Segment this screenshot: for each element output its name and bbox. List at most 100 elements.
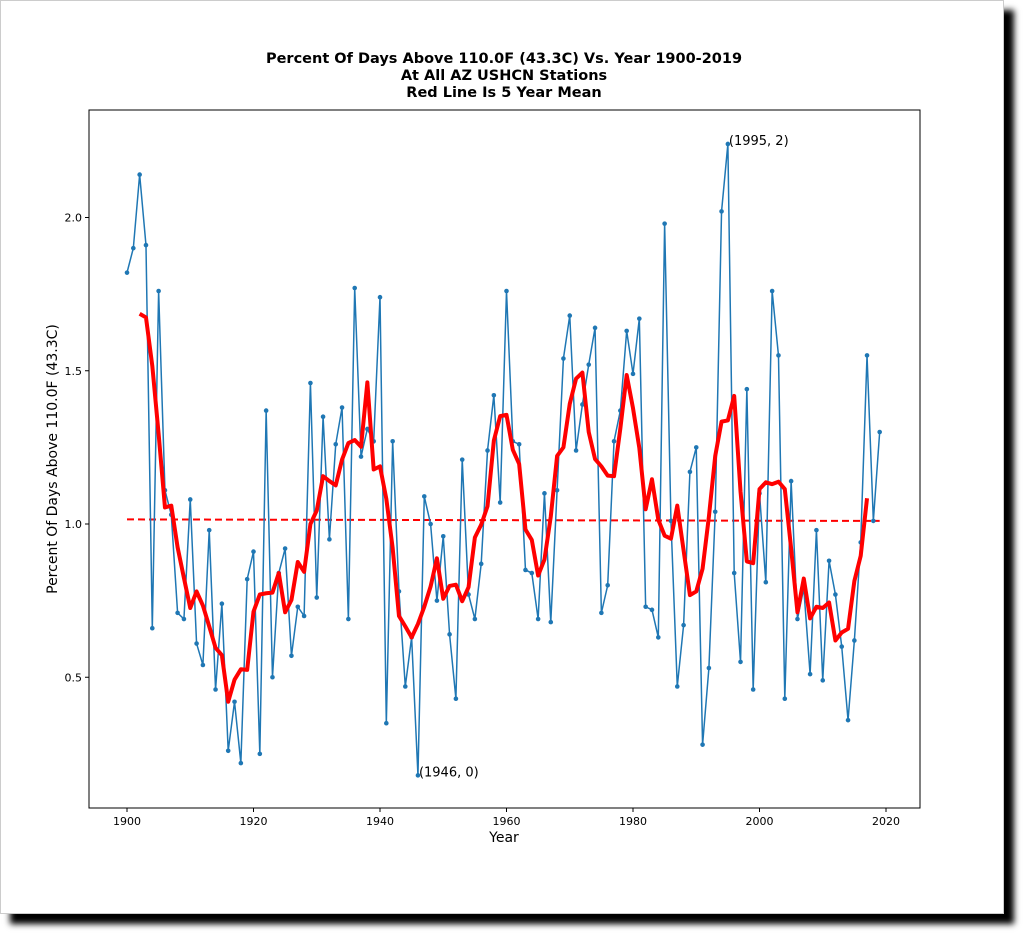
data-point — [700, 742, 705, 747]
data-point — [447, 632, 452, 637]
data-point — [390, 438, 395, 444]
annotation: (1995, 2) — [729, 134, 789, 149]
data-point — [200, 662, 206, 668]
data-point — [871, 518, 876, 524]
data-point — [839, 644, 845, 649]
data-point — [656, 635, 661, 640]
x-tick-label: 1920 — [240, 815, 268, 828]
data-point — [358, 454, 364, 459]
trend-line — [126, 518, 880, 522]
data-point — [384, 720, 389, 726]
data-point — [712, 509, 718, 515]
data-point — [852, 638, 857, 643]
y-tick-label: 0.5 — [65, 671, 83, 684]
data-point — [674, 684, 680, 689]
data-point — [257, 751, 263, 757]
data-point — [472, 616, 478, 622]
data-point — [535, 616, 541, 622]
data-point — [687, 469, 693, 475]
x-tick-label: 2020 — [872, 815, 900, 828]
data-point — [137, 172, 142, 177]
data-point — [453, 696, 459, 702]
data-point — [175, 610, 180, 616]
data-point — [561, 356, 566, 361]
data-point — [485, 448, 490, 453]
data-point — [731, 570, 737, 576]
data-point — [523, 567, 528, 573]
data-point — [478, 561, 484, 567]
y-tick-label: 1.5 — [65, 365, 83, 378]
annual-series-line — [126, 143, 881, 776]
data-point — [187, 497, 193, 502]
data-point — [421, 494, 427, 499]
data-point — [491, 392, 497, 398]
data-point — [263, 408, 269, 413]
data-point — [529, 570, 535, 576]
data-point — [795, 616, 800, 622]
data-point — [440, 533, 446, 539]
data-point — [320, 414, 326, 420]
data-point — [542, 491, 547, 496]
x-tick-label: 1940 — [366, 815, 394, 828]
data-point — [833, 592, 838, 597]
y-tick-label: 1.0 — [65, 518, 83, 531]
data-point — [415, 773, 421, 778]
data-point — [605, 583, 610, 588]
data-point — [706, 665, 712, 671]
data-point — [586, 362, 592, 367]
data-point — [232, 699, 237, 705]
data-point — [295, 604, 301, 610]
data-point — [750, 687, 756, 692]
data-point — [820, 678, 826, 683]
data-point — [630, 371, 636, 377]
data-point — [643, 604, 648, 610]
data-point — [693, 445, 699, 450]
data-point — [270, 674, 275, 680]
data-point — [611, 438, 617, 444]
data-point — [649, 607, 655, 613]
data-point — [403, 684, 408, 689]
data-point — [251, 549, 256, 554]
five-year-mean-line — [138, 312, 870, 704]
data-point — [782, 696, 788, 702]
data-point — [763, 579, 769, 585]
data-point — [725, 141, 731, 147]
data-point — [504, 288, 509, 294]
data-point — [776, 353, 781, 358]
data-point — [156, 288, 161, 294]
data-point — [599, 610, 604, 616]
data-point — [548, 619, 554, 625]
data-point — [434, 598, 440, 603]
data-point — [662, 221, 667, 226]
data-point — [877, 429, 882, 435]
data-point — [845, 717, 851, 723]
data-point — [788, 478, 794, 484]
annotation: (1946, 0) — [419, 765, 479, 780]
x-tick-label: 1900 — [113, 815, 141, 828]
data-point — [864, 353, 870, 358]
data-point — [769, 288, 775, 294]
plot-area — [88, 109, 921, 809]
data-point — [637, 316, 642, 321]
x-tick-label: 1980 — [619, 815, 647, 828]
chart-title-line-3: Red Line Is 5 Year Mean — [406, 85, 601, 101]
data-point — [719, 209, 724, 214]
data-point — [346, 616, 351, 622]
data-point — [807, 671, 813, 677]
y-tick-label: 2.0 — [65, 212, 83, 225]
data-point — [282, 546, 288, 551]
chart-title-line-2: At All AZ USHCN Stations — [401, 68, 607, 84]
data-point — [219, 601, 225, 606]
data-point — [592, 325, 598, 331]
chart-title-line-1: Percent Of Days Above 110.0F (43.3C) Vs.… — [266, 51, 742, 67]
data-point — [244, 576, 250, 582]
data-point — [459, 457, 465, 462]
data-point — [365, 426, 370, 432]
data-point — [738, 659, 743, 665]
data-point — [826, 558, 832, 564]
data-point — [308, 380, 313, 386]
data-point — [814, 527, 819, 533]
data-point — [428, 521, 433, 527]
data-point — [744, 386, 750, 392]
